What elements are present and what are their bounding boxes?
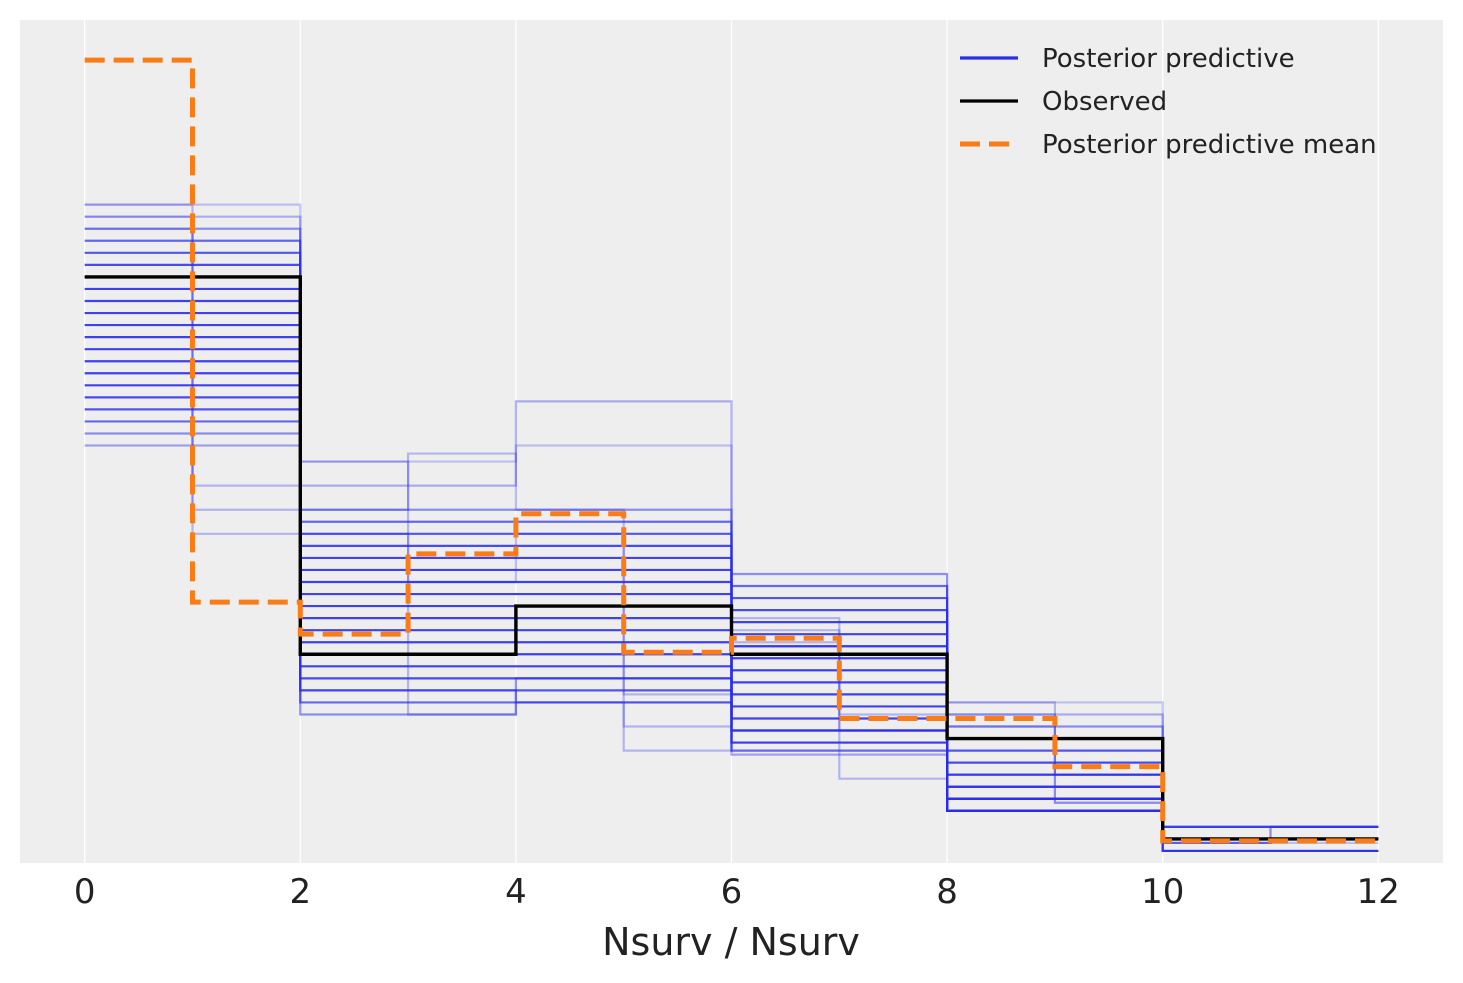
x-axis-label: Nsurv / Nsurv [602, 920, 860, 964]
legend-label: Posterior predictive mean [1042, 130, 1377, 160]
x-tick-label: 4 [505, 872, 527, 912]
observed-series [84, 275, 1379, 841]
x-tick-label: 2 [289, 872, 311, 912]
x-tick-label: 6 [721, 872, 743, 912]
observed-line [84, 275, 1379, 841]
posterior-mean-line [84, 57, 1379, 844]
legend-label: Posterior predictive [1042, 44, 1295, 74]
x-tick-label: 10 [1141, 872, 1184, 912]
legend-label: Observed [1042, 87, 1167, 117]
posterior-mean-series [84, 57, 1379, 844]
x-tick-label: 8 [936, 872, 958, 912]
x-tick-labels: 0 2 4 6 8 10 12 [74, 872, 1400, 912]
legend: Posterior predictive Observed Posterior pr… [960, 44, 1377, 160]
x-tick-label: 12 [1357, 872, 1400, 912]
x-tick-label: 0 [74, 872, 96, 912]
